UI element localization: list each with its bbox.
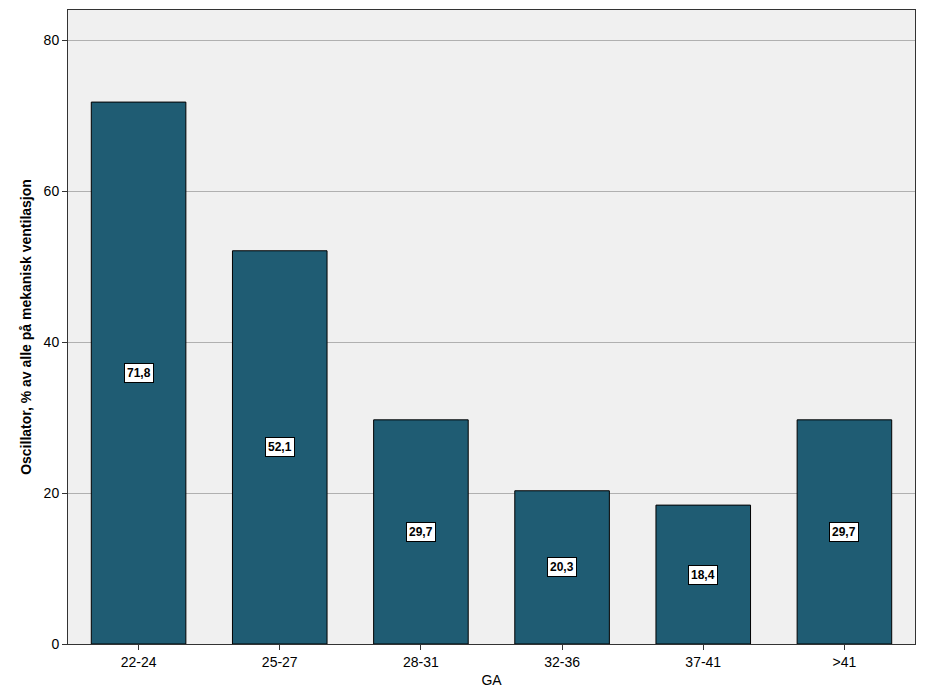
svg-text:20,3: 20,3 [550,560,574,574]
svg-text:0: 0 [51,636,59,652]
svg-text:25-27: 25-27 [262,654,298,670]
svg-text:18,4: 18,4 [691,568,715,582]
svg-text:71,8: 71,8 [127,366,151,380]
svg-text:60: 60 [44,183,60,199]
svg-text:GA: GA [481,672,502,688]
svg-text:>41: >41 [833,654,857,670]
svg-text:29,7: 29,7 [409,525,433,539]
svg-text:32-36: 32-36 [544,654,580,670]
svg-text:40: 40 [44,334,60,350]
svg-text:20: 20 [44,485,60,501]
svg-text:80: 80 [44,32,60,48]
svg-text:29,7: 29,7 [832,525,856,539]
svg-text:37-41: 37-41 [685,654,721,670]
svg-text:Oscillator, % av alle på mekan: Oscillator, % av alle på mekanisk ventil… [18,179,34,475]
svg-text:52,1: 52,1 [268,440,292,454]
svg-text:22-24: 22-24 [121,654,157,670]
svg-text:28-31: 28-31 [403,654,439,670]
